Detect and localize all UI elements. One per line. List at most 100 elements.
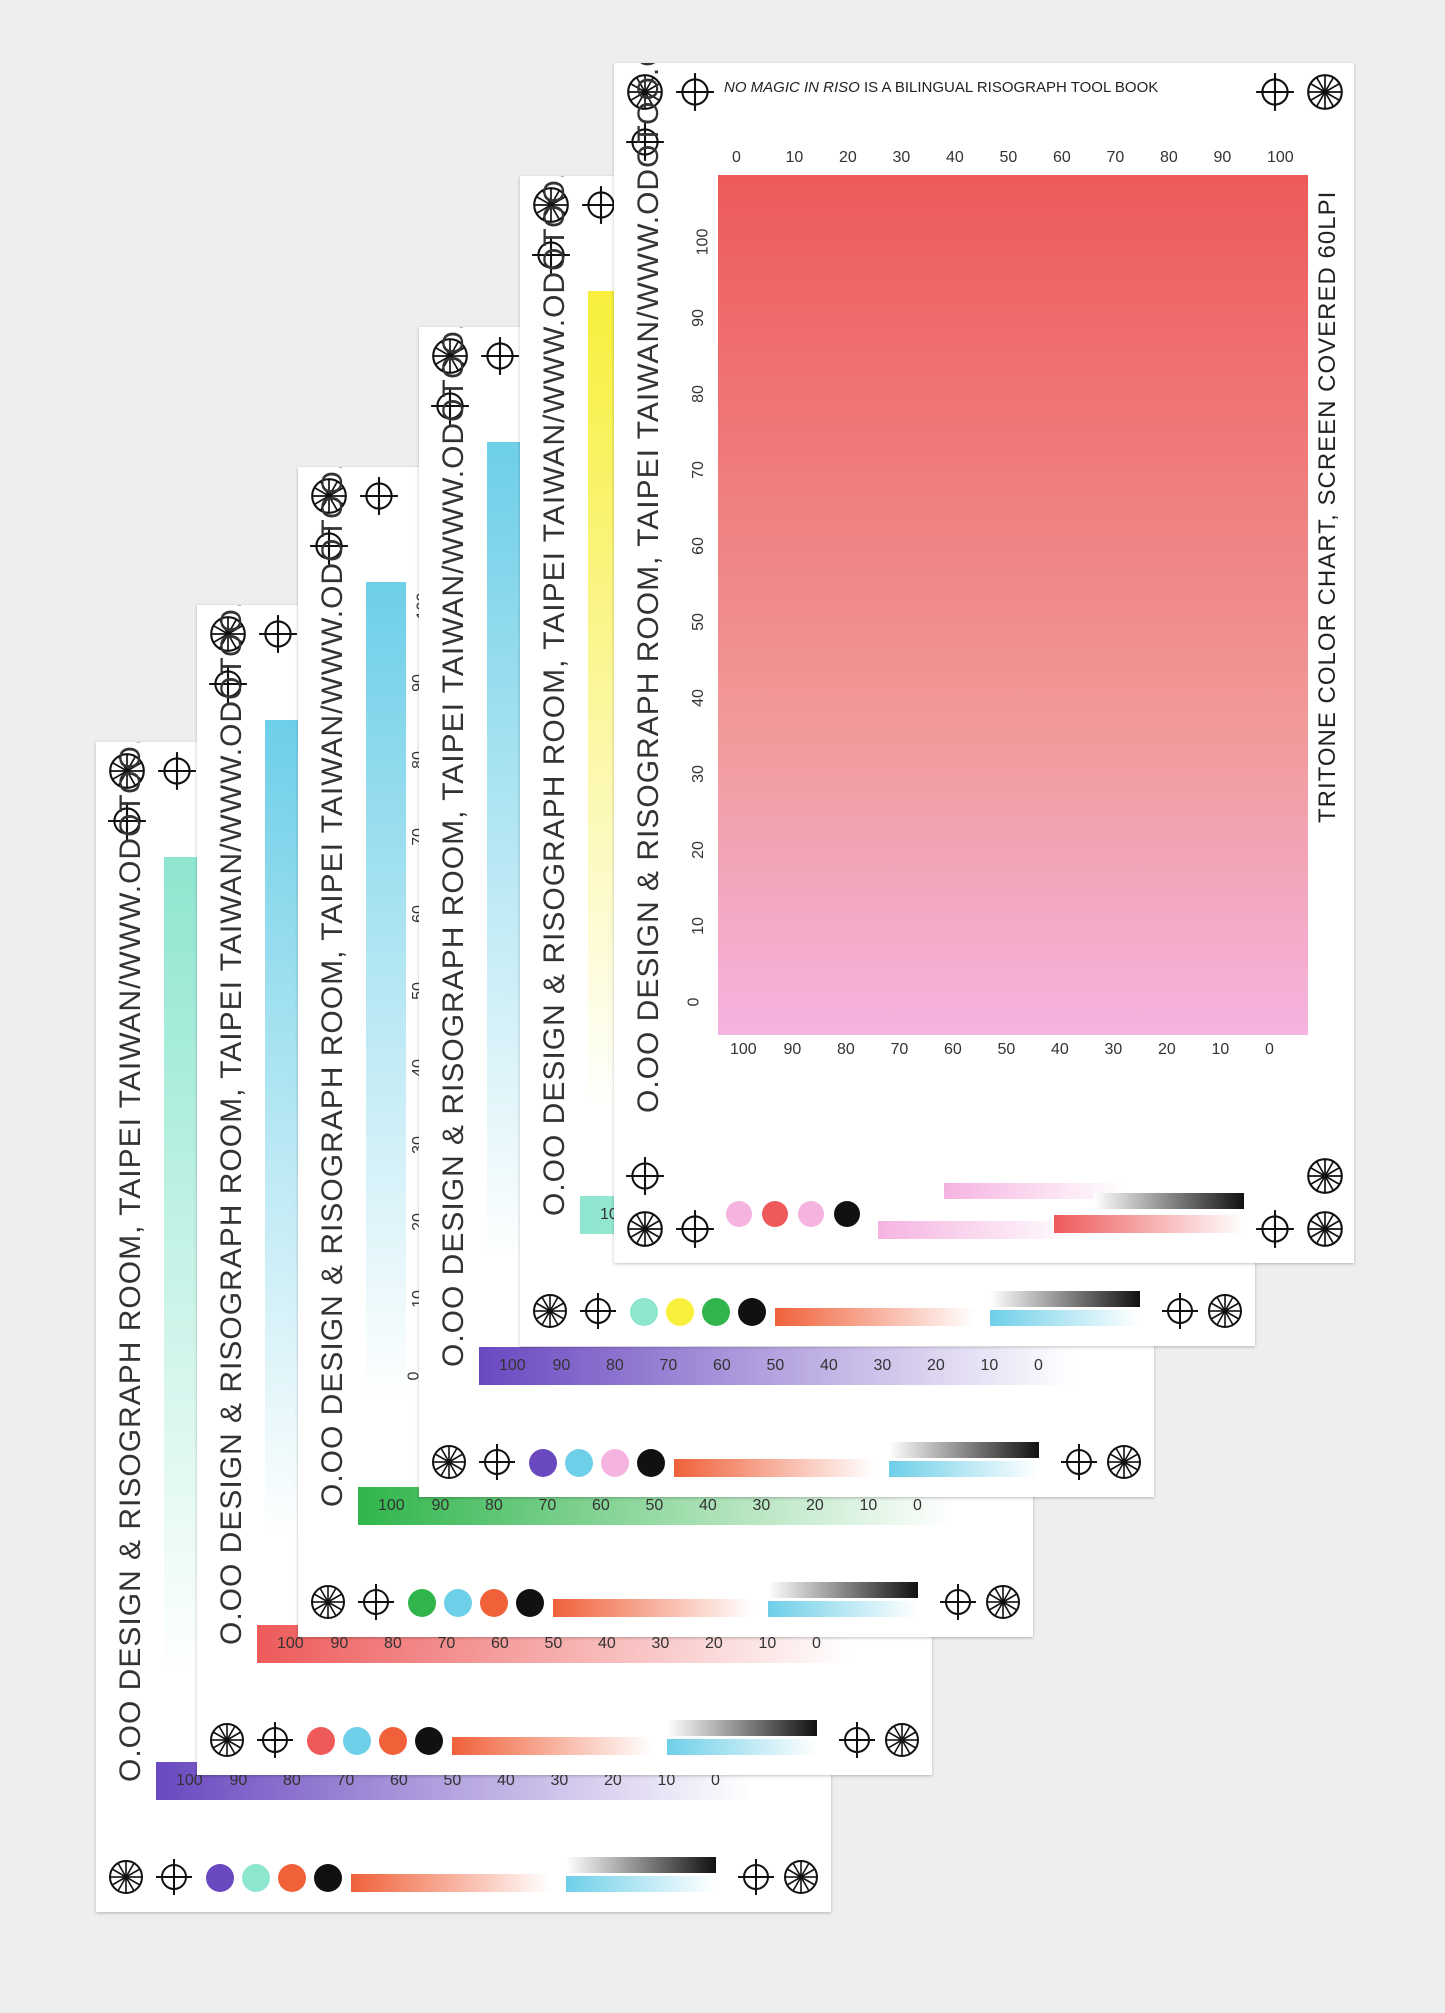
crosshair-icon [1059,1442,1099,1482]
scale-number: 100 [378,1497,405,1514]
color-swatch-dot [242,1864,270,1892]
color-strip [889,1461,1039,1477]
color-strip [553,1599,753,1617]
color-strip [878,1221,1078,1239]
scale-number: 40 [946,149,964,166]
scale-number: 80 [485,1497,503,1514]
scale-number: 80 [1160,149,1178,166]
color-strip [566,1876,716,1892]
wheel-icon [207,613,249,655]
scale-number: 60 [592,1497,610,1514]
wheel-icon [429,1442,469,1482]
scale-number: 30 [873,1357,892,1374]
scale-number: 50 [997,1041,1016,1058]
scale-number: 80 [837,1041,855,1058]
side-text: O.OO DESIGN & RISOGRAPH ROOM, TAIPEI TAI… [316,467,349,1507]
crosshair-icon [674,1208,716,1250]
scale-number: 20 [839,149,857,166]
wheel-icon [781,1857,821,1897]
scale-number: 90 [689,309,707,327]
color-strip [667,1720,817,1736]
crosshair-icon [938,1582,978,1622]
book-title-rest: IS A BILINGUAL RISOGRAPH TOOL BOOK [859,79,1159,96]
scale-number: 20 [689,841,707,859]
scale-number: 90 [783,1041,802,1058]
crosshair-icon [837,1720,877,1760]
wheel-icon [1205,1291,1245,1331]
crosshair-icon [530,234,572,276]
scale-number: 10 [689,917,707,935]
wheel-icon [1304,71,1346,113]
wheel-icon [207,1720,247,1760]
scale-number: 20 [705,1635,723,1652]
color-strip [768,1601,918,1617]
crosshair-icon [356,1582,396,1622]
tritone-chart [718,175,1308,1035]
wheel-icon [106,750,148,792]
color-swatch-dot [480,1589,508,1617]
scale-number: 0 [1034,1357,1043,1374]
side-text: O.OO DESIGN & RISOGRAPH ROOM, TAIPEI TAI… [437,327,470,1367]
wheel-icon [624,1208,666,1250]
color-swatch-dot [738,1298,766,1326]
crosshair-icon [154,1857,194,1897]
scale-number: 60 [491,1635,509,1652]
color-strip [667,1739,817,1755]
scale-number: 70 [336,1772,355,1789]
scale-number: 70 [659,1357,678,1374]
scale-number: 100 [730,1041,757,1058]
scale-number: 30 [651,1635,670,1652]
scale-number: 20 [604,1772,622,1789]
scale-number: 100 [694,228,712,256]
color-swatch-dot [415,1727,443,1755]
scale-number: 20 [927,1357,945,1374]
crosshair-icon [1160,1291,1200,1331]
scale-number: 40 [1051,1041,1069,1058]
crosshair-icon [358,475,400,517]
wheel-icon [1104,1442,1144,1482]
scale-number: 70 [890,1041,909,1058]
wheel-icon [1304,1155,1346,1197]
color-strip [351,1874,551,1892]
crosshair-icon [106,800,148,842]
scale-number: 60 [713,1357,731,1374]
scale-number: 80 [283,1772,301,1789]
scale-number: 30 [550,1772,569,1789]
scale-number: 40 [497,1772,515,1789]
crosshair-icon [580,184,622,226]
scale-number: 90 [1213,149,1232,166]
crosshair-icon [477,1442,517,1482]
scale-number: 70 [689,461,707,479]
color-swatch-dot [726,1201,752,1227]
wheel-icon [983,1582,1023,1622]
side-text: O.OO DESIGN & RISOGRAPH ROOM, TAIPEI TAI… [114,742,147,1782]
book-title-italic: NO MAGIC IN RISO [724,79,860,96]
crosshair-icon [736,1857,776,1897]
scale-number: 50 [645,1497,664,1514]
crosshair-icon [1254,71,1296,113]
scale-number: 0 [685,997,703,1007]
color-strip [990,1291,1140,1307]
crosshair-icon [624,121,666,163]
scale-number: 70 [538,1497,557,1514]
scale-number: 0 [913,1497,922,1514]
scale-number: 30 [752,1497,771,1514]
scale-number: 0 [711,1772,720,1789]
scale-number: 50 [443,1772,462,1789]
scale-number: 60 [1053,149,1071,166]
scale-number: 100 [176,1772,203,1789]
scale-number: 70 [437,1635,456,1652]
color-swatch-dot [601,1449,629,1477]
bottom-gradient-bar [479,1347,1074,1385]
color-swatch-dot [314,1864,342,1892]
scale-number: 40 [598,1635,616,1652]
scale-number: 90 [330,1635,349,1652]
scale-number: 50 [544,1635,563,1652]
scale-number: 70 [1106,149,1125,166]
color-swatch-dot [834,1201,860,1227]
scale-number: 50 [766,1357,785,1374]
chart-description: TRITONE COLOR CHART, SCREEN COVERED 60LP… [1314,190,1341,823]
color-strip [768,1582,918,1598]
scale-number: 10 [1211,1041,1230,1058]
wheel-icon [429,335,471,377]
